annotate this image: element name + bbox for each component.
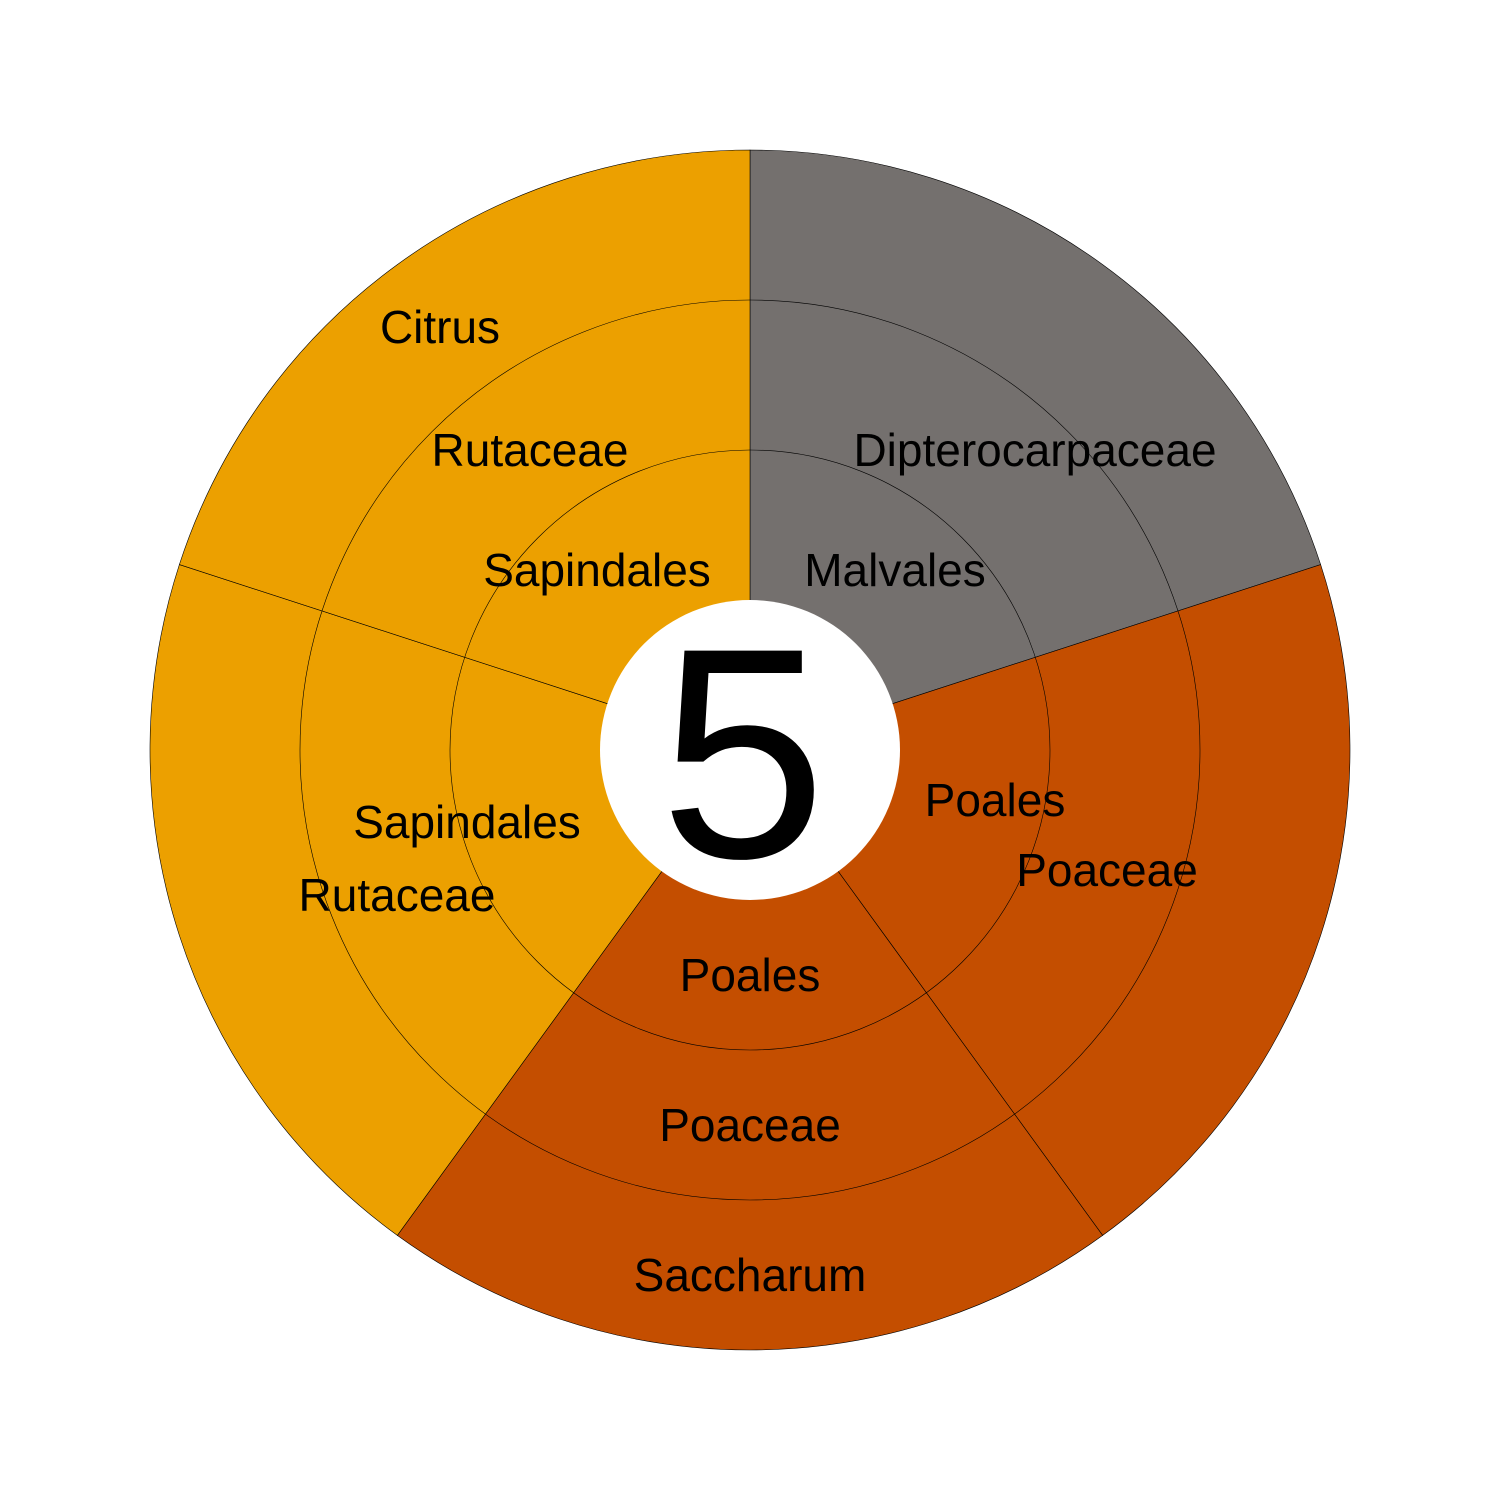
segment-label-genus: Citrus xyxy=(380,301,500,353)
segment-label-order: Malvales xyxy=(804,544,986,596)
segment-label-family: Poaceae xyxy=(1016,844,1198,896)
segment-label-order: Poales xyxy=(925,774,1066,826)
ring-lines xyxy=(299,299,1201,1201)
segment-label-family: Rutaceae xyxy=(299,869,496,921)
segment-label-genus: Saccharum xyxy=(634,1249,867,1301)
segment-label-family: Rutaceae xyxy=(432,424,629,476)
center-count-label: 5 xyxy=(660,585,827,921)
center-hole xyxy=(600,600,900,900)
segment-label-order: Sapindales xyxy=(483,544,711,596)
ring-line-1 xyxy=(449,449,1051,1051)
segment-label-order: Poales xyxy=(680,949,821,1001)
segments-layer xyxy=(149,149,1351,1351)
segment-label-family: Dipterocarpaceae xyxy=(853,424,1216,476)
segment-label-order: Sapindales xyxy=(353,796,581,848)
labels-layer: Malvales Dipterocarpaceae Poales Poaceae Poa… xyxy=(299,301,1217,1301)
segment-label-family: Poaceae xyxy=(659,1099,841,1151)
ring-line-2 xyxy=(299,299,1201,1201)
